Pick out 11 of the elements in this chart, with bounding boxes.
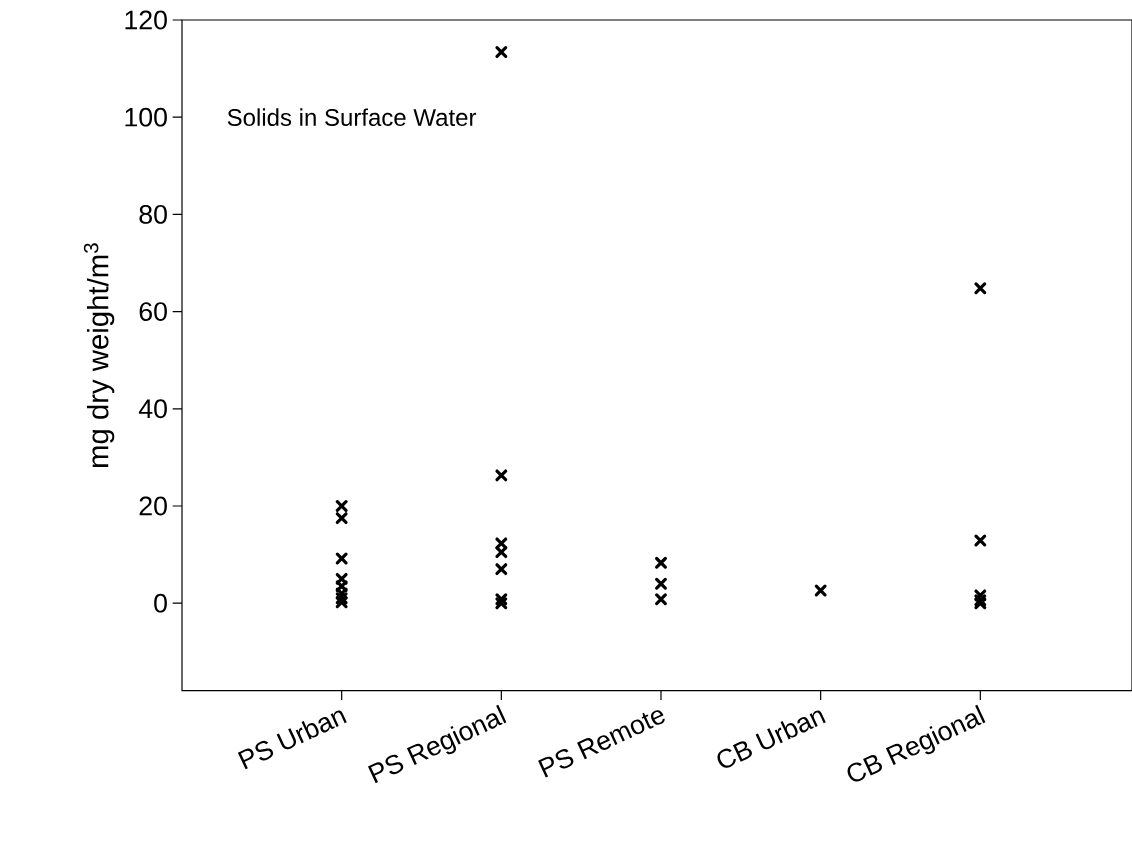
y-tick-label: 0 [154, 593, 167, 613]
y-tick-label: 120 [125, 10, 167, 30]
y-tick-label: 80 [139, 204, 167, 224]
x-tick-label: PS Urban [237, 710, 347, 770]
y-tick-label: 20 [139, 496, 167, 516]
x-tick-label: CB Urban [717, 710, 826, 768]
y-tick-label: 40 [138, 399, 167, 419]
y-tick-label: 60 [139, 302, 167, 322]
y-axis-title: mg dry weight/m$^{3}$ [83, 243, 115, 468]
y-tick-label: 100 [125, 107, 167, 127]
text: Solids in Surface Water [227, 108, 477, 126]
